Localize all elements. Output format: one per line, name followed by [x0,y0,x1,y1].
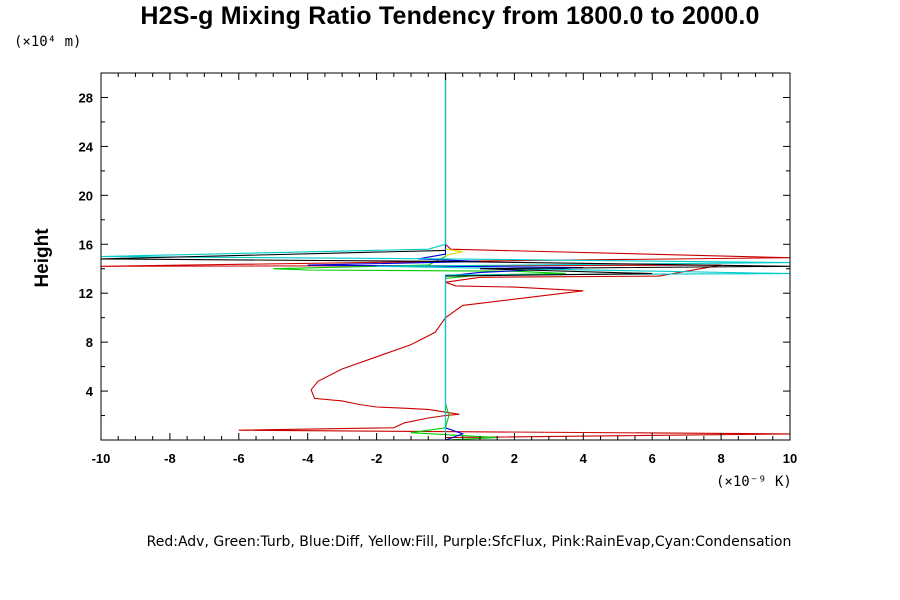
series-line-turb [273,73,567,441]
y-tick-label: 4 [86,384,94,399]
y-tick-label: 12 [79,286,93,301]
x-tick-label: -8 [164,451,176,466]
x-tick-label: -2 [371,451,383,466]
series-layer [100,73,791,441]
x-tick-label: -4 [302,451,314,466]
x-tick-label: 10 [783,451,797,466]
x-tick-label: -10 [92,451,111,466]
x-tick-label: 6 [649,451,656,466]
y-tick-label: 20 [79,188,93,203]
x-tick-label: -6 [233,451,245,466]
x-tick-label: 8 [717,451,724,466]
x-tick-label: 0 [442,451,449,466]
y-tick-label: 16 [79,237,93,252]
chart-title: H2S-g Mixing Ratio Tendency from 1800.0 … [140,2,760,30]
series-line-condensation [100,73,791,440]
x-tick-label: 2 [511,451,518,466]
y-tick-label: 8 [86,335,93,350]
x-axis-unit: (×10⁻⁹ K) [716,474,792,490]
y-tick-label: 24 [79,139,94,154]
x-tick-label: 4 [580,451,588,466]
legend: Red:Adv, Green:Turb, Blue:Diff, Yellow:F… [146,534,792,550]
y-axis-unit: (×10⁴ m) [14,34,82,50]
y-tick-label: 28 [79,90,93,105]
series-line-fill [445,248,463,256]
